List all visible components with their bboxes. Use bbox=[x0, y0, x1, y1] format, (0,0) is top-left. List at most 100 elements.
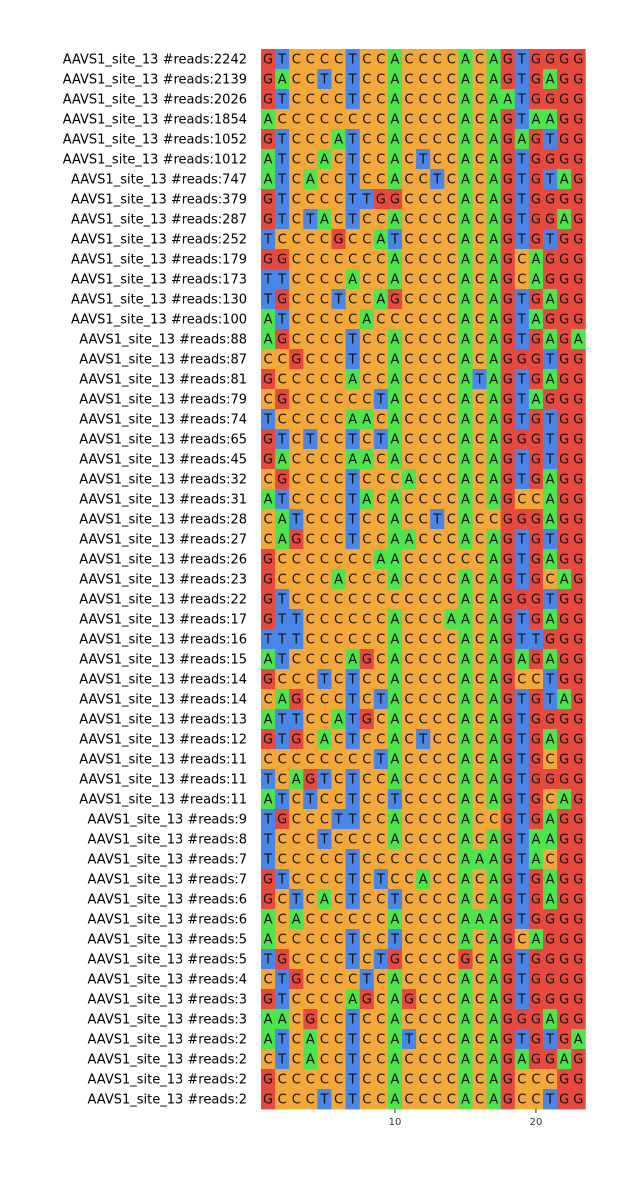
base-letter: C bbox=[475, 273, 484, 288]
base-letter: C bbox=[419, 313, 428, 328]
base-letter: G bbox=[559, 293, 569, 308]
base-letter: T bbox=[291, 893, 300, 908]
base-letter: G bbox=[362, 713, 372, 728]
base-cell bbox=[359, 249, 375, 270]
base-letter: A bbox=[489, 93, 498, 108]
base-cell bbox=[514, 129, 530, 150]
base-letter: C bbox=[362, 793, 371, 808]
base-cell bbox=[261, 49, 276, 70]
base-cell bbox=[458, 209, 473, 230]
base-letter: C bbox=[292, 373, 301, 388]
base-cell bbox=[289, 69, 304, 90]
base-letter: C bbox=[419, 633, 428, 648]
base-letter: C bbox=[419, 133, 428, 148]
base-letter: A bbox=[461, 593, 470, 608]
base-letter: C bbox=[334, 93, 343, 108]
base-letter: T bbox=[376, 393, 385, 408]
base-letter: A bbox=[461, 93, 470, 108]
base-cell bbox=[345, 309, 361, 330]
base-letter: G bbox=[545, 1053, 555, 1068]
base-letter: A bbox=[390, 973, 399, 988]
base-letter: C bbox=[419, 713, 428, 728]
base-letter: C bbox=[292, 1013, 301, 1028]
base-letter: T bbox=[545, 693, 554, 708]
base-letter: G bbox=[263, 873, 273, 888]
base-letter: C bbox=[348, 253, 357, 268]
base-cell bbox=[317, 169, 332, 190]
base-letter: G bbox=[545, 713, 555, 728]
base-cell bbox=[331, 89, 346, 110]
base-letter: T bbox=[432, 173, 441, 188]
base-cell bbox=[571, 309, 586, 330]
base-cell bbox=[359, 329, 375, 350]
base-cell bbox=[373, 89, 389, 110]
base-letter: C bbox=[320, 813, 329, 828]
base-letter: G bbox=[545, 933, 555, 948]
base-letter: C bbox=[475, 233, 484, 248]
base-cell bbox=[359, 49, 375, 70]
row-label: AAVS1_site_13 #reads:13 bbox=[79, 713, 247, 728]
row-label: AAVS1_site_13 #reads:45 bbox=[79, 453, 247, 468]
base-letter: T bbox=[305, 433, 314, 448]
base-letter: T bbox=[390, 793, 399, 808]
base-letter: C bbox=[447, 353, 456, 368]
base-letter: T bbox=[390, 893, 399, 908]
base-letter: C bbox=[292, 593, 301, 608]
base-letter: A bbox=[461, 833, 470, 848]
base-letter: C bbox=[334, 693, 343, 708]
base-cell bbox=[430, 129, 445, 150]
row-label: AAVS1_site_13 #reads:4 bbox=[88, 973, 247, 988]
base-cell bbox=[261, 149, 276, 170]
base-letter: G bbox=[531, 213, 541, 228]
base-letter: C bbox=[334, 373, 343, 388]
base-letter: A bbox=[546, 473, 555, 488]
base-letter: C bbox=[433, 913, 442, 928]
base-letter: C bbox=[433, 133, 442, 148]
base-letter: A bbox=[320, 733, 329, 748]
base-letter: C bbox=[334, 113, 343, 128]
base-cell bbox=[331, 189, 346, 210]
row-label: AAVS1_site_13 #reads:1012 bbox=[63, 153, 247, 168]
base-letter: C bbox=[306, 193, 315, 208]
base-letter: C bbox=[405, 513, 414, 528]
base-letter: C bbox=[278, 673, 287, 688]
row-label: AAVS1_site_13 #reads:81 bbox=[79, 373, 247, 388]
base-cell bbox=[571, 369, 586, 390]
base-letter: C bbox=[419, 653, 428, 668]
base-cell bbox=[331, 269, 346, 290]
base-letter: C bbox=[433, 613, 442, 628]
base-letter: A bbox=[390, 693, 399, 708]
base-letter: G bbox=[263, 993, 273, 1008]
base-letter: G bbox=[573, 633, 583, 648]
base-letter: T bbox=[348, 173, 357, 188]
base-cell bbox=[571, 69, 586, 90]
base-letter: G bbox=[531, 1053, 541, 1068]
base-letter: G bbox=[531, 813, 541, 828]
base-cell bbox=[275, 189, 290, 210]
base-letter: A bbox=[461, 993, 470, 1008]
base-letter: A bbox=[489, 153, 498, 168]
row-label: AAVS1_site_13 #reads:2026 bbox=[63, 93, 247, 108]
base-letter: C bbox=[320, 373, 329, 388]
base-cell bbox=[444, 49, 459, 70]
base-cell bbox=[514, 49, 530, 70]
base-letter: C bbox=[264, 513, 273, 528]
base-letter: C bbox=[475, 973, 484, 988]
base-letter: C bbox=[334, 873, 343, 888]
base-letter: C bbox=[405, 1093, 414, 1108]
base-cell bbox=[303, 309, 318, 330]
base-letter: G bbox=[573, 153, 583, 168]
base-cell bbox=[331, 229, 346, 250]
base-cell bbox=[303, 369, 318, 390]
base-letter: G bbox=[362, 653, 372, 668]
base-letter: A bbox=[461, 53, 470, 68]
base-cell bbox=[261, 189, 276, 210]
base-letter: A bbox=[461, 233, 470, 248]
base-letter: C bbox=[292, 313, 301, 328]
base-cell bbox=[303, 149, 318, 170]
base-cell bbox=[289, 169, 304, 190]
base-cell bbox=[514, 229, 530, 250]
base-letter: T bbox=[517, 193, 526, 208]
base-cell bbox=[500, 189, 516, 210]
base-cell bbox=[373, 129, 389, 150]
